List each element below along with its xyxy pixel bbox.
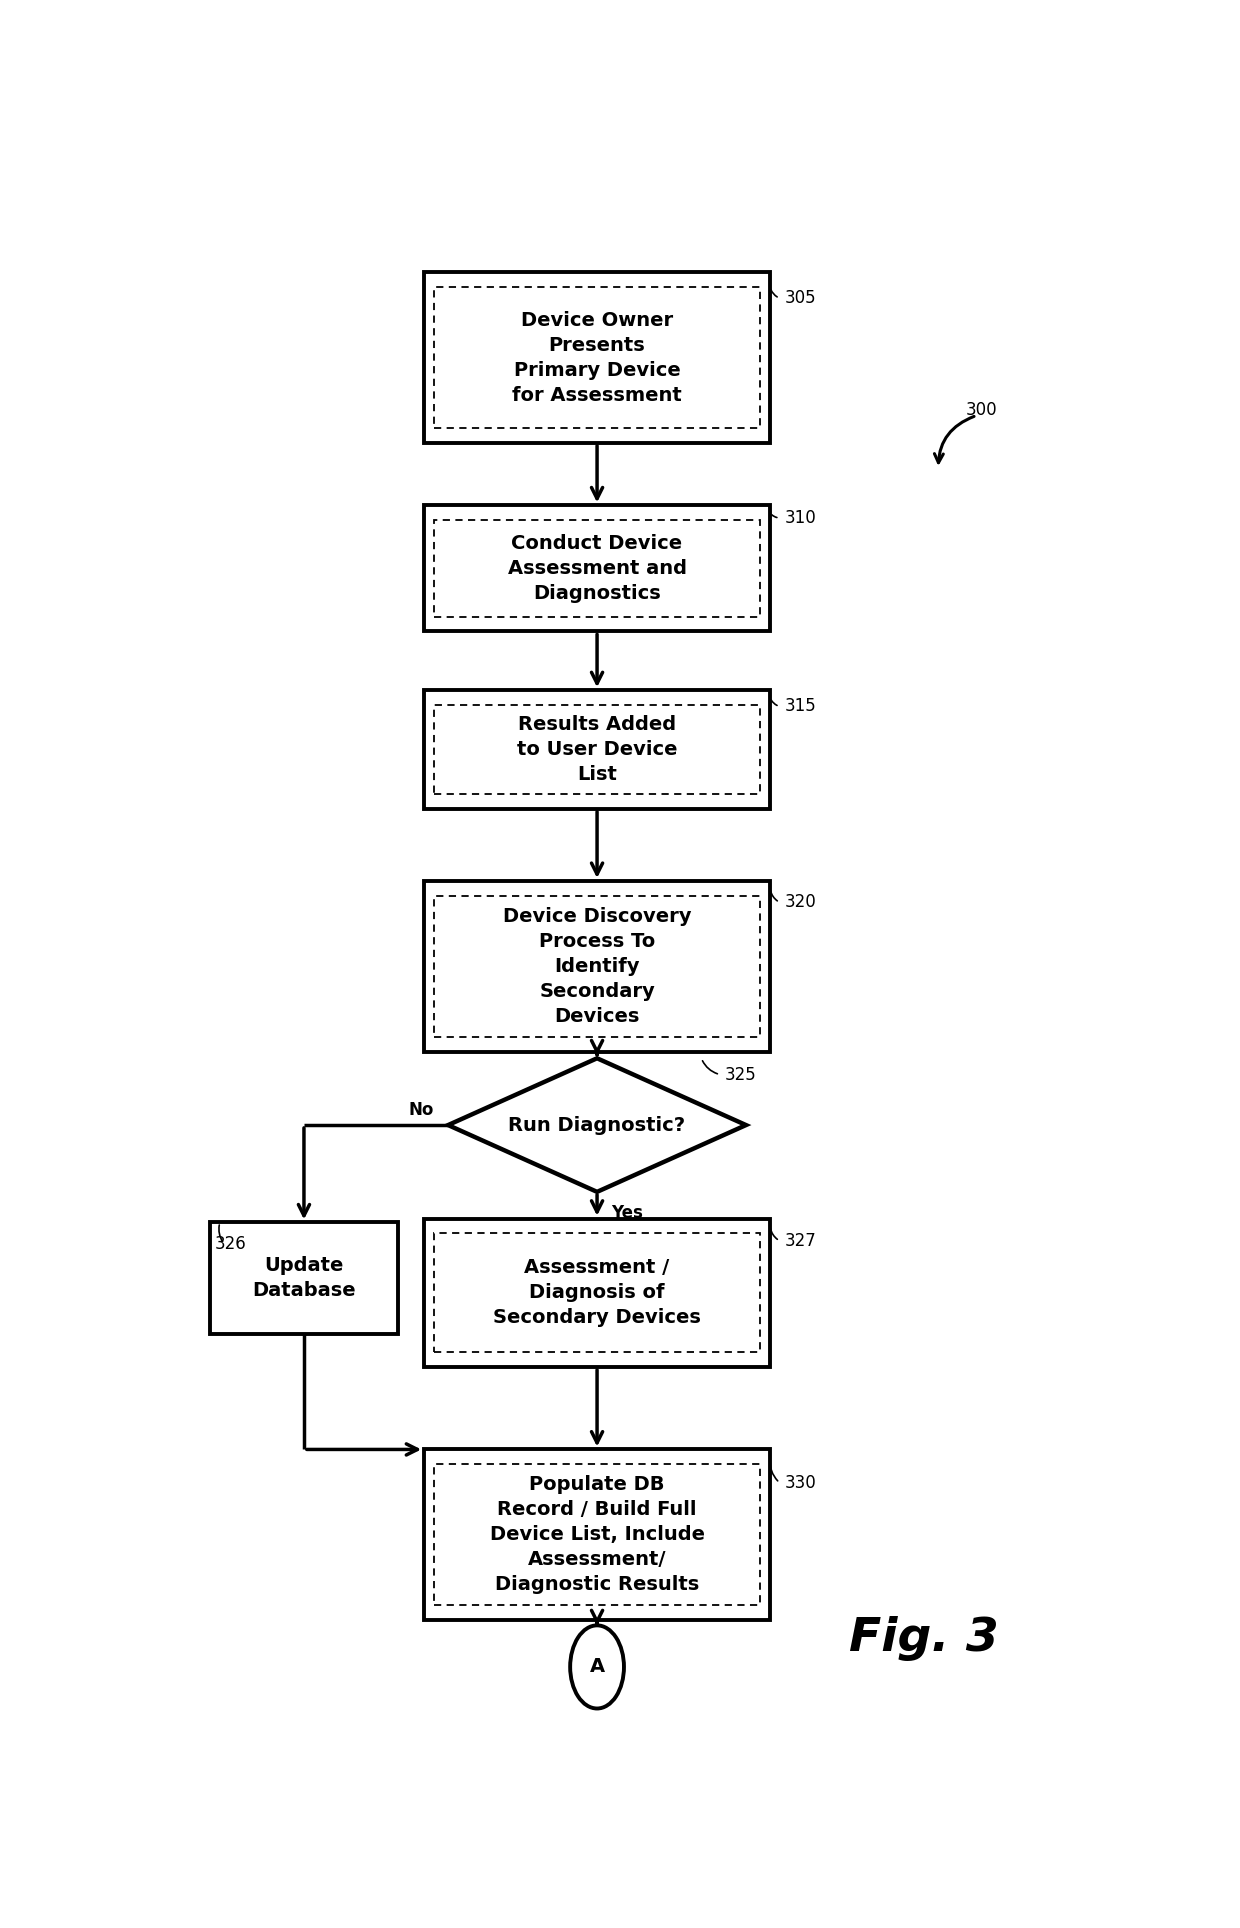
Bar: [434, 706, 760, 794]
Text: Device Owner
Presents
Primary Device
for Assessment: Device Owner Presents Primary Device for…: [512, 310, 682, 405]
Text: No: No: [408, 1101, 434, 1120]
Bar: [424, 1218, 770, 1367]
Text: A: A: [589, 1658, 605, 1677]
Bar: [211, 1222, 398, 1334]
Text: 305: 305: [785, 289, 816, 307]
Text: Device Discovery
Process To
Identify
Secondary
Devices: Device Discovery Process To Identify Sec…: [502, 906, 692, 1026]
Text: Update
Database: Update Database: [252, 1255, 356, 1299]
Bar: [434, 897, 760, 1037]
Bar: [434, 1234, 760, 1352]
Bar: [424, 1450, 770, 1620]
Bar: [424, 272, 770, 443]
Text: Assessment /
Diagnosis of
Secondary Devices: Assessment / Diagnosis of Secondary Devi…: [494, 1259, 701, 1326]
Bar: [424, 881, 770, 1051]
Text: 325: 325: [725, 1066, 756, 1084]
Text: 310: 310: [785, 509, 816, 526]
Text: Results Added
to User Device
List: Results Added to User Device List: [517, 715, 677, 785]
Polygon shape: [448, 1058, 746, 1192]
Text: Fig. 3: Fig. 3: [849, 1616, 998, 1662]
Text: 300: 300: [966, 401, 997, 418]
Bar: [424, 505, 770, 632]
Text: 330: 330: [785, 1473, 816, 1492]
Text: Yes: Yes: [611, 1203, 644, 1222]
Bar: [434, 521, 760, 617]
Circle shape: [570, 1625, 624, 1708]
Text: Populate DB
Record / Build Full
Device List, Include
Assessment/
Diagnostic Resu: Populate DB Record / Build Full Device L…: [490, 1475, 704, 1594]
Text: 320: 320: [785, 893, 816, 912]
Text: 326: 326: [215, 1234, 247, 1253]
Text: Conduct Device
Assessment and
Diagnostics: Conduct Device Assessment and Diagnostic…: [507, 534, 687, 603]
Text: Run Diagnostic?: Run Diagnostic?: [508, 1116, 686, 1134]
Bar: [434, 287, 760, 428]
Bar: [434, 1463, 760, 1606]
Text: 327: 327: [785, 1232, 816, 1249]
Bar: [424, 690, 770, 810]
Text: 315: 315: [785, 698, 816, 715]
